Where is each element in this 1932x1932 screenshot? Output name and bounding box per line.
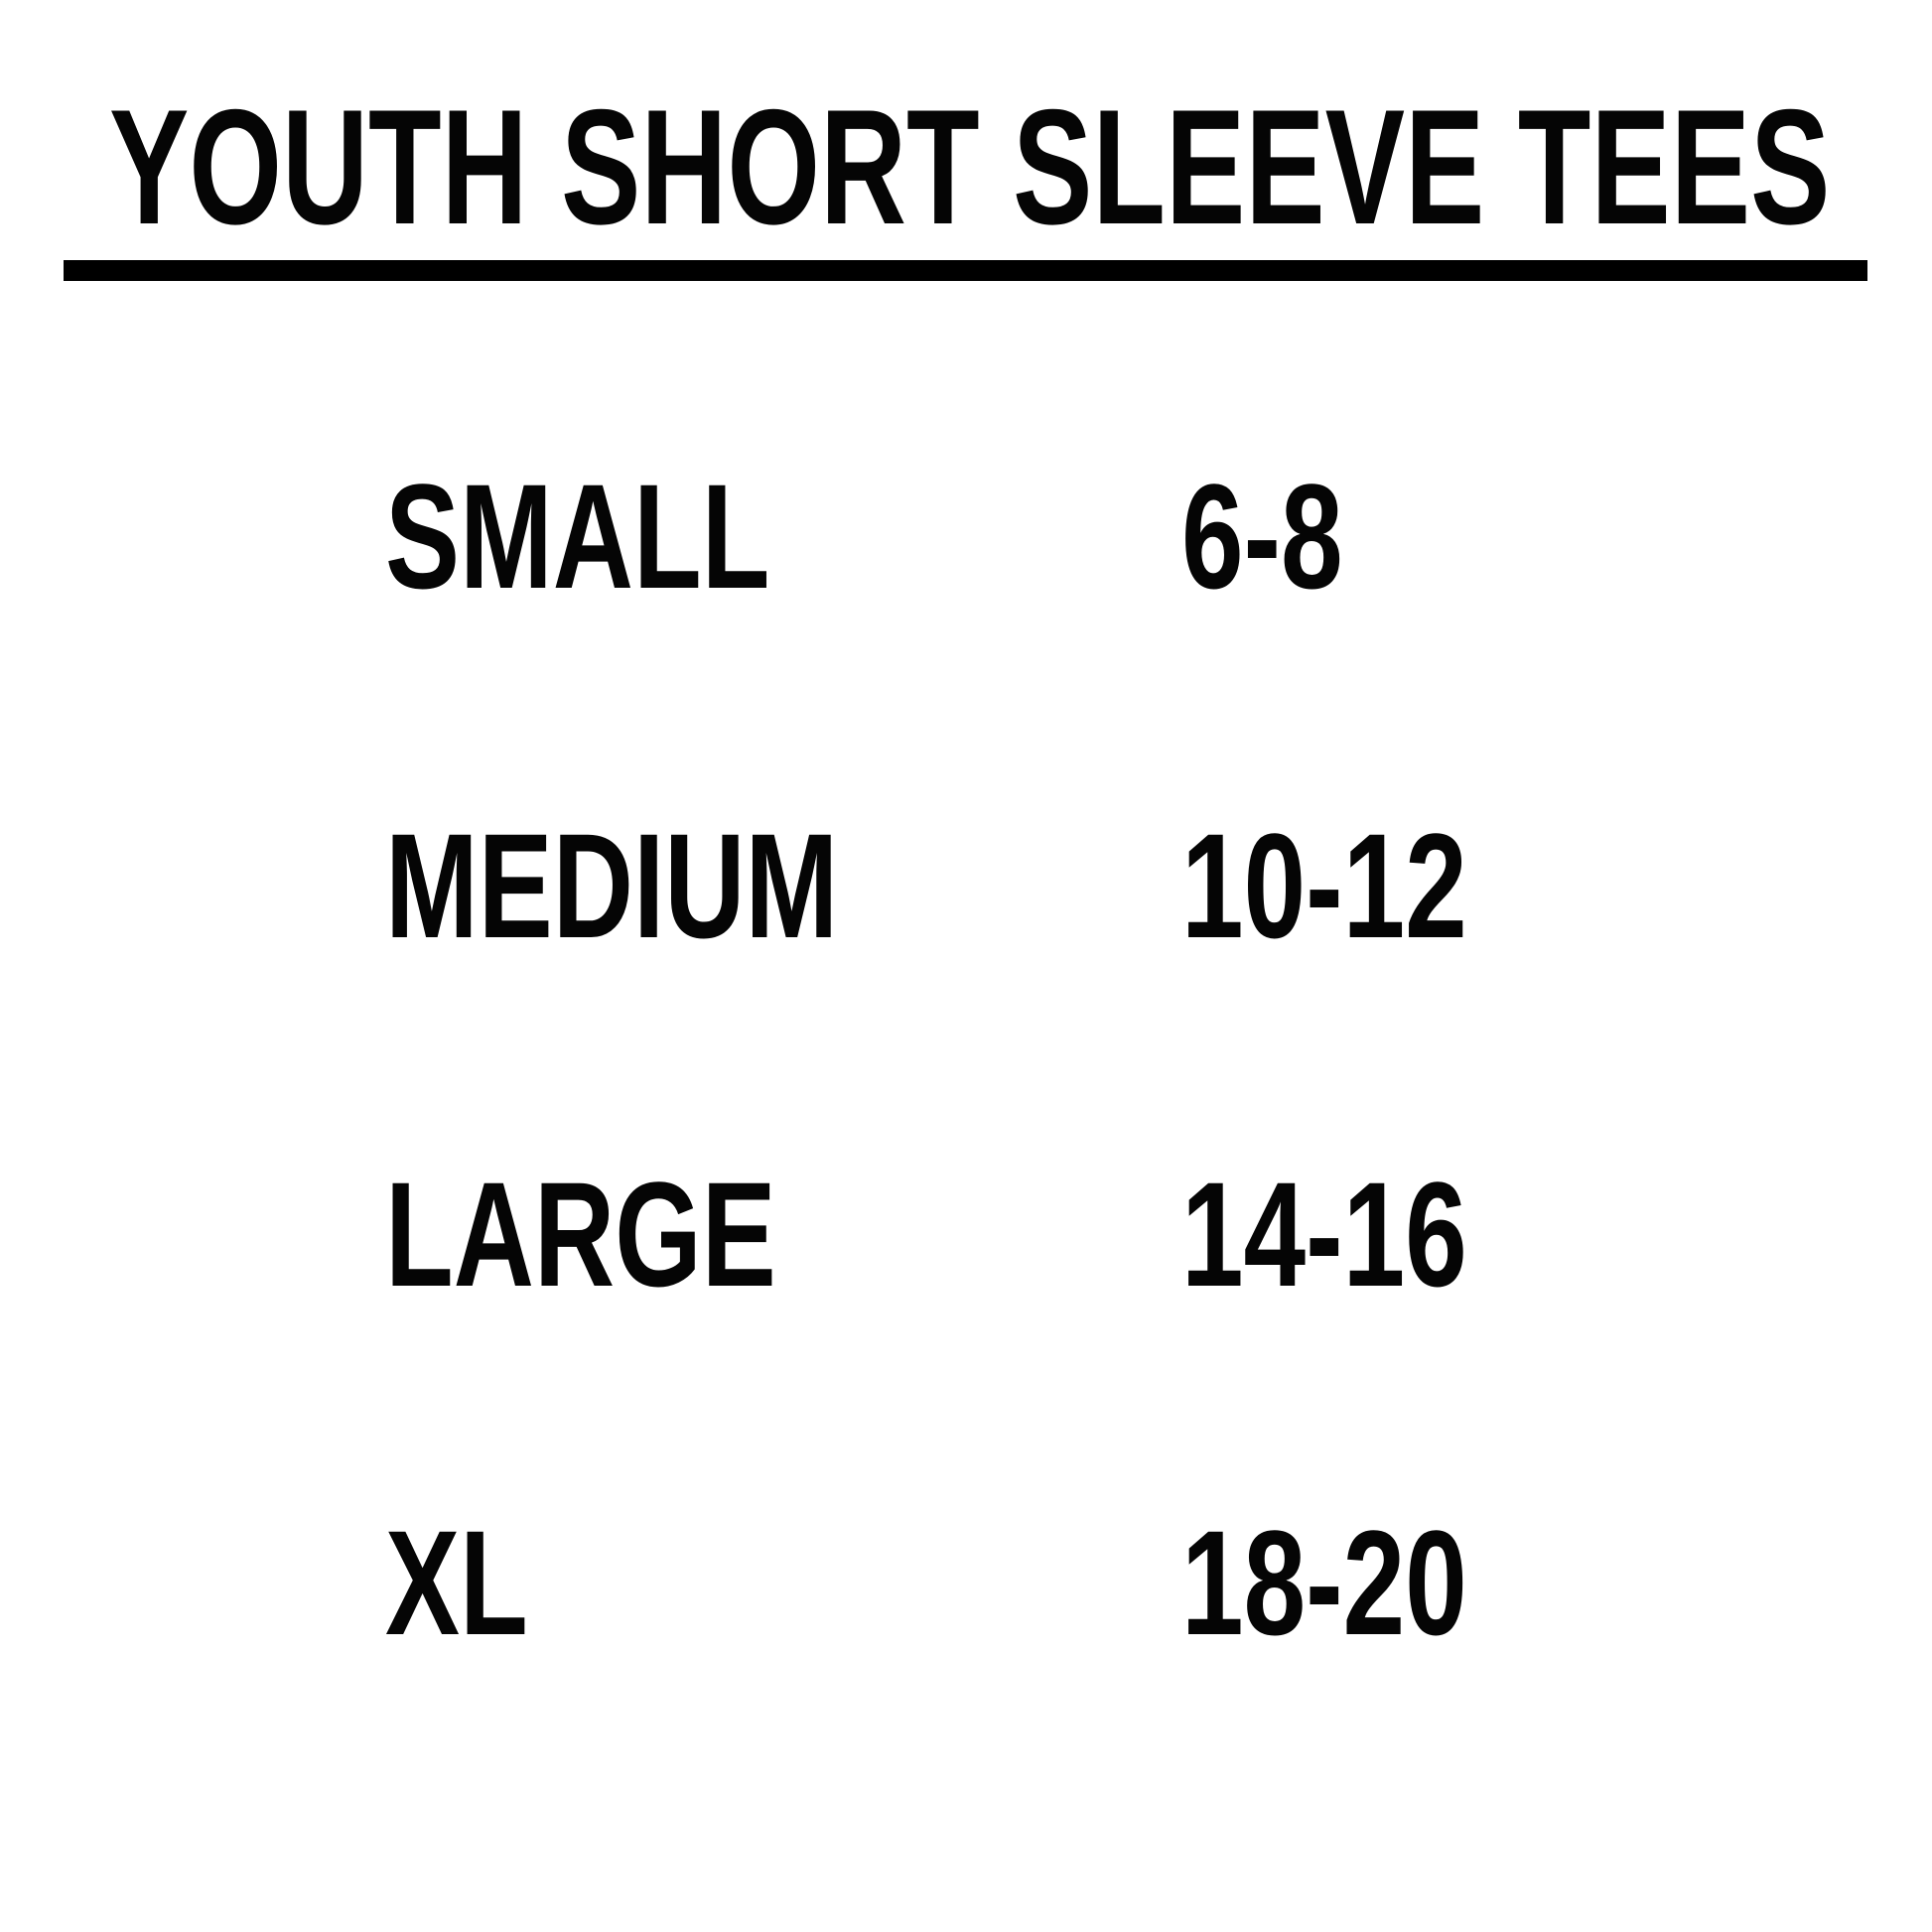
size-row-small: SMALL 6-8	[0, 462, 1932, 621]
size-label: LARGE	[385, 1151, 776, 1317]
size-range: 18-20	[1181, 1499, 1467, 1666]
size-row-xl: XL 18-20	[0, 1508, 1932, 1667]
size-range: 14-16	[1181, 1151, 1467, 1317]
page-title: YOUTH SHORT SLEEVE TEES	[109, 75, 1831, 258]
size-label: SMALL	[385, 453, 770, 620]
size-range: 10-12	[1181, 802, 1467, 969]
title-underline	[64, 260, 1867, 281]
size-row-large: LARGE 14-16	[0, 1160, 1932, 1318]
size-label: XL	[385, 1499, 528, 1666]
size-label: MEDIUM	[385, 802, 839, 969]
size-row-medium: MEDIUM 10-12	[0, 811, 1932, 970]
size-range: 6-8	[1181, 453, 1343, 620]
